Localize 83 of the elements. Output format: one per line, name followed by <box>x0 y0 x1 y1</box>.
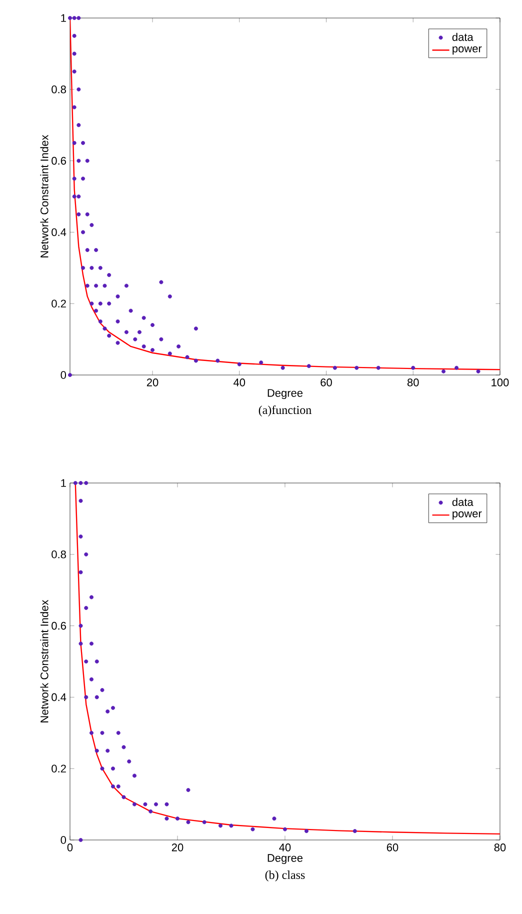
point <box>78 570 83 574</box>
y-tick-label: 1 <box>61 479 66 487</box>
point <box>164 816 169 821</box>
point <box>186 820 190 824</box>
point <box>148 809 153 814</box>
y-tick-label: 1 <box>61 14 66 22</box>
x-tick-label: 20 <box>146 378 158 386</box>
point <box>90 642 94 646</box>
point <box>90 595 94 600</box>
point <box>94 659 99 664</box>
point <box>186 788 190 792</box>
point <box>78 624 83 628</box>
y-tick-label: 0.4 <box>52 693 66 702</box>
point <box>84 480 88 485</box>
point <box>100 688 104 692</box>
point <box>100 766 104 771</box>
y-tick-label: 0 <box>60 371 66 379</box>
point <box>84 552 88 556</box>
x-tick-label: 80 <box>407 378 419 386</box>
point <box>94 695 99 700</box>
point <box>106 748 110 753</box>
y-tick-label: 0.8 <box>52 550 66 558</box>
y-tick-label: 0 <box>60 836 66 844</box>
y-tick-label: 0.4 <box>52 228 66 236</box>
point <box>202 820 206 824</box>
point <box>175 816 180 821</box>
point <box>282 827 287 832</box>
point <box>110 706 115 710</box>
x-tick-label: 0 <box>67 844 73 852</box>
point <box>132 774 136 778</box>
y-tick-label: 0.6 <box>52 622 66 630</box>
text: (b) class <box>265 870 305 882</box>
point <box>352 829 357 834</box>
point <box>90 730 94 735</box>
y-tick-label: 0.2 <box>52 300 66 308</box>
point <box>218 824 222 828</box>
x-tick-label: 60 <box>386 844 398 852</box>
x-axis-title: Degree <box>268 854 303 864</box>
x-axis-title: Degree <box>268 389 303 400</box>
y-axis-title: Network Constraint Index <box>40 134 48 258</box>
y-tick-label: 0.2 <box>52 764 66 772</box>
y-tick-label: 0.8 <box>52 86 66 94</box>
legend-label: data <box>452 32 474 41</box>
x-tick-label: 60 <box>320 378 332 386</box>
point <box>90 677 94 682</box>
point <box>122 745 126 750</box>
x-tick-label: 20 <box>172 844 184 852</box>
point <box>116 784 120 788</box>
point <box>78 480 83 485</box>
point <box>100 730 104 735</box>
point <box>78 498 83 503</box>
y-axis-title: Network Constraint Index <box>40 600 48 722</box>
legend-label: data <box>452 498 474 506</box>
x-tick-label: 40 <box>234 378 246 386</box>
legend-label: power <box>452 46 482 55</box>
point <box>78 534 83 539</box>
point <box>73 480 78 485</box>
point <box>84 606 88 610</box>
point <box>272 816 276 821</box>
point <box>304 829 308 834</box>
y-tick-label: 0.6 <box>52 156 66 165</box>
point <box>94 748 99 753</box>
point <box>122 795 126 800</box>
point <box>154 802 158 806</box>
x-tick-label: 100 <box>492 378 509 386</box>
x-tick-label: 80 <box>494 844 506 852</box>
text: (a)function <box>258 405 312 416</box>
point <box>229 824 234 828</box>
legend-label: power <box>452 511 482 520</box>
x-tick-label: 40 <box>279 844 291 852</box>
point <box>106 709 110 714</box>
point <box>250 827 255 832</box>
point <box>84 659 88 664</box>
point <box>110 784 115 788</box>
point <box>84 695 88 700</box>
point <box>143 802 148 806</box>
point <box>132 802 136 806</box>
point <box>110 766 115 771</box>
point <box>164 802 169 806</box>
point <box>78 838 83 842</box>
point <box>127 759 132 764</box>
point <box>116 730 120 735</box>
point <box>78 642 83 646</box>
